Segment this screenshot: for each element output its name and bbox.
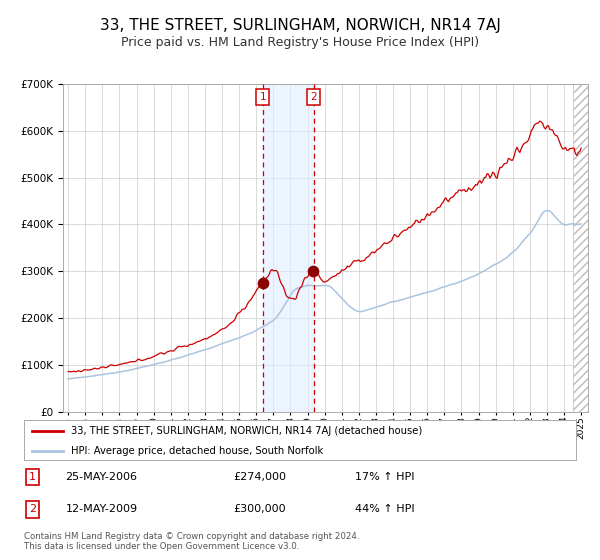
Text: 1: 1 [29, 472, 36, 482]
Text: HPI: Average price, detached house, South Norfolk: HPI: Average price, detached house, Sout… [71, 446, 323, 456]
Text: £300,000: £300,000 [234, 505, 286, 515]
Text: Price paid vs. HM Land Registry's House Price Index (HPI): Price paid vs. HM Land Registry's House … [121, 36, 479, 49]
Text: 12-MAY-2009: 12-MAY-2009 [65, 505, 137, 515]
Text: 33, THE STREET, SURLINGHAM, NORWICH, NR14 7AJ: 33, THE STREET, SURLINGHAM, NORWICH, NR1… [100, 18, 500, 33]
Text: 25-MAY-2006: 25-MAY-2006 [65, 472, 137, 482]
Text: 17% ↑ HPI: 17% ↑ HPI [355, 472, 415, 482]
Point [259, 279, 268, 288]
Text: 33, THE STREET, SURLINGHAM, NORWICH, NR14 7AJ (detached house): 33, THE STREET, SURLINGHAM, NORWICH, NR1… [71, 426, 422, 436]
Text: 2: 2 [310, 92, 317, 102]
Bar [263, 84, 314, 412]
Text: Contains HM Land Registry data © Crown copyright and database right 2024.
This d: Contains HM Land Registry data © Crown c… [24, 532, 359, 552]
Text: 44% ↑ HPI: 44% ↑ HPI [355, 505, 415, 515]
Text: 2: 2 [29, 505, 36, 515]
Bar [572, 84, 598, 412]
Text: £274,000: £274,000 [234, 472, 287, 482]
Point [308, 267, 318, 276]
Text: 1: 1 [259, 92, 266, 102]
